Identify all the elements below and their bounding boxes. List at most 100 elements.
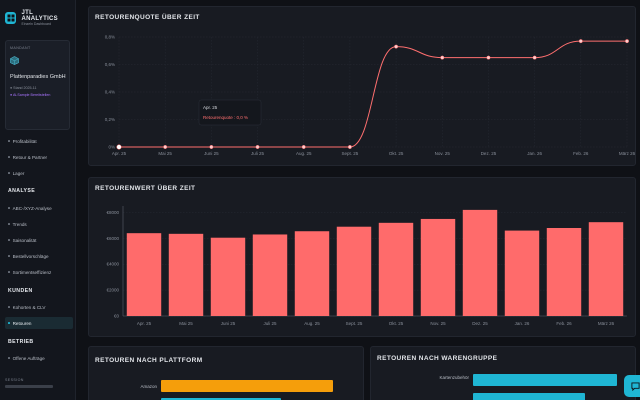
sidebar-item-label: Profitabilität [12, 138, 37, 144]
tenant-label: MANDANT [10, 46, 31, 51]
plattform-panel: RETOUREN NACH PLATTFORM Amazon [88, 346, 364, 400]
tooltip-title: Apr. 25 [203, 105, 218, 110]
tooltip-box [198, 99, 262, 126]
x-tick-label: März 26 [598, 321, 615, 326]
retourenquote-line-chart[interactable]: 0% 0,2% 0,4% 0,6% 0,8% Apr. 25 Mai 25 Juni 25 Ju… [89, 7, 637, 167]
plattform-bar-chart[interactable]: Amazon [89, 347, 365, 400]
bullet-icon [8, 239, 10, 241]
bullet-icon [8, 255, 10, 257]
warengruppe-bar-chart[interactable]: Kartenzubehör [371, 347, 637, 400]
sidebar-item-label: ABC-/XYZ-Analyse [12, 205, 52, 211]
section-kunden: KUNDEN [8, 288, 33, 294]
y-tick-label: 0,4% [105, 90, 115, 95]
brand-subtitle: Einzeln Dashboard [21, 21, 52, 26]
sidebar-item-kohorten-clv[interactable]: Kohorten & CLV [5, 301, 73, 313]
tenant-status: ● Ai-Sample Bereitstellen [10, 93, 51, 98]
x-tick-label: Apr. 25 [112, 151, 127, 156]
bar [546, 228, 582, 316]
sidebar-item-trends[interactable]: Trends [5, 218, 73, 230]
tooltip-value: Retourenquote : 0,0 % [203, 115, 248, 120]
sidebar-item-label: Lager [12, 170, 25, 176]
data-point [486, 55, 491, 60]
bar [378, 222, 414, 316]
y-tick-label: €4000 [106, 262, 119, 267]
data-point [301, 145, 306, 149]
bar [420, 218, 456, 316]
bullet-icon [8, 357, 10, 359]
data-point [163, 145, 168, 149]
bullet-icon [8, 322, 10, 324]
retourenwert-bar-chart[interactable]: €0 €2000 €4000 €6000 €8000 Apr. 25 Mai 25 Juni … [89, 178, 637, 338]
bar [588, 222, 624, 316]
y-tick-label: 0% [108, 145, 115, 150]
bar [473, 374, 617, 386]
bar [252, 234, 288, 316]
category-label: Kartenzubehör [439, 375, 469, 380]
bar [504, 230, 540, 316]
x-tick-label: Feb. 26 [573, 151, 589, 156]
tenant-card[interactable]: MANDANT Plattenparadies GmbH ● Stand 202… [5, 40, 70, 131]
category-label: Amazon [140, 384, 157, 389]
y-tick-label: €6000 [106, 236, 119, 241]
bar [161, 380, 333, 392]
bar [336, 226, 372, 316]
x-tick-label: Okt. 25 [389, 321, 404, 326]
retourenwert-panel: RETOURENWERT ÜBER ZEIT €0 €2000 €4000 €6000… [88, 177, 636, 337]
bar [168, 233, 204, 316]
x-tick-label: Nov. 25 [435, 151, 451, 156]
bullet-icon [8, 271, 10, 273]
sidebar-item-label: Sortimentseffizienz [12, 269, 52, 275]
panel-title: RETOUREN NACH PLATTFORM [95, 357, 203, 364]
brand-title: JTL ANALYTICS [21, 10, 58, 23]
grid-logo-icon [5, 12, 17, 25]
x-tick-label: Nov. 25 [430, 321, 446, 326]
bullet-icon [8, 306, 10, 308]
retourenquote-panel: RETOURENQUOTE ÜBER ZEIT 0% 0,2% 0,4% 0,6% 0,… [88, 6, 636, 166]
sidebar-item-lager[interactable]: Lager [5, 167, 73, 179]
sidebar-item-saisonalitaet[interactable]: Saisonalität [5, 234, 73, 246]
series-line [119, 40, 627, 148]
x-tick-label: Juni 25 [204, 151, 219, 156]
x-tick-label: Sept. 25 [346, 321, 363, 326]
y-tick-label: €0 [114, 314, 120, 319]
data-point [578, 39, 583, 44]
sidebar-item-retour-partner[interactable]: Retour & Partner [5, 151, 73, 163]
sidebar-item-retouren[interactable]: Retouren [5, 317, 73, 329]
sidebar: JTL ANALYTICS Einzeln Dashboard MANDANT … [0, 0, 76, 400]
data-point [532, 55, 537, 60]
bullet-icon [8, 172, 10, 174]
panel-title: RETOURENWERT ÜBER ZEIT [95, 185, 196, 192]
sidebar-item-offene-auftraege[interactable]: Offene Aufträge [5, 352, 73, 364]
x-tick-label: Juni 25 [221, 321, 236, 326]
x-tick-label: Sept. 25 [342, 151, 359, 156]
section-analyse: ANALYSE [8, 188, 36, 194]
sidebar-item-sortimentseffizienz[interactable]: Sortimentseffizienz [5, 266, 73, 278]
chat-button[interactable] [624, 375, 640, 397]
y-tick-label: €2000 [106, 288, 119, 293]
section-betrieb: BETRIEB [8, 339, 34, 345]
sidebar-item-label: Trends [12, 221, 27, 227]
bullet-icon [8, 223, 10, 225]
x-tick-label: Juli 25 [263, 321, 277, 326]
panel-title: RETOURENQUOTE ÜBER ZEIT [95, 14, 200, 21]
data-point [440, 55, 445, 60]
x-tick-label: Mai 25 [158, 151, 172, 156]
x-tick-label: Jan. 26 [527, 151, 542, 156]
sidebar-item-abc-xyz[interactable]: ABC-/XYZ-Analyse [5, 202, 73, 214]
x-tick-label: Aug. 25 [296, 151, 312, 156]
data-point [209, 145, 214, 149]
data-point [625, 39, 629, 44]
y-tick-label: 0,8% [105, 35, 115, 40]
x-tick-label: Dez. 25 [481, 151, 497, 156]
sidebar-item-bestellvorschlaege[interactable]: Bestellvorschläge [5, 250, 73, 262]
sidebar-item-profitabilitaet[interactable]: Profitabilität [5, 135, 73, 147]
session-indicator [5, 385, 53, 388]
bar [210, 237, 246, 316]
data-point [255, 145, 260, 149]
bar [294, 231, 330, 316]
sidebar-item-label: Offene Aufträge [12, 355, 45, 361]
data-point [347, 145, 352, 149]
sidebar-item-label: Kohorten & CLV [12, 304, 46, 310]
bar [126, 233, 162, 316]
